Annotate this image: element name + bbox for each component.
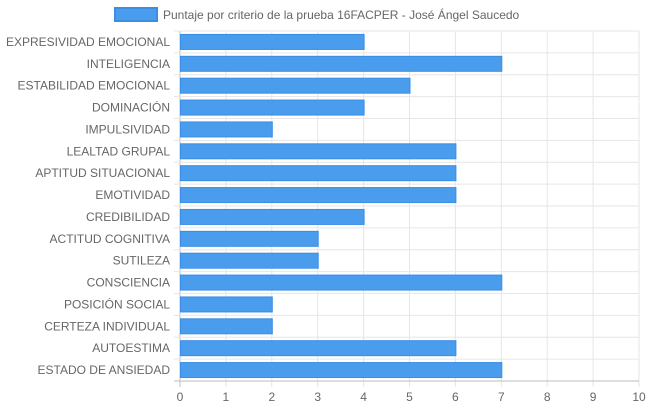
- category-label: APTITUD SITUACIONAL: [35, 166, 170, 180]
- bar[interactable]: [180, 362, 503, 379]
- category-label: SUTILEZA: [113, 254, 170, 268]
- bar[interactable]: [180, 143, 457, 160]
- x-tick-label: 7: [498, 390, 505, 404]
- category-label: CREDIBILIDAD: [86, 210, 170, 224]
- bars: [180, 33, 503, 379]
- category-label: AUTOESTIMA: [92, 341, 170, 355]
- bar[interactable]: [180, 252, 319, 269]
- category-label: CERTEZA INDIVIDUAL: [44, 319, 170, 333]
- x-axis-tick-labels: 0 1 2 3 4 5 6 7 8 9 10: [177, 390, 646, 404]
- category-label: IMPULSIVIDAD: [85, 122, 170, 136]
- category-label: EMOTIVIDAD: [95, 188, 170, 202]
- category-label: CONSCIENCIA: [87, 276, 170, 290]
- category-label: EXPRESIVIDAD EMOCIONAL: [6, 35, 170, 49]
- bar[interactable]: [180, 77, 411, 94]
- x-tick-label: 10: [632, 390, 646, 404]
- bar[interactable]: [180, 33, 365, 50]
- x-tick-label: 6: [452, 390, 459, 404]
- legend-swatch: [114, 7, 158, 22]
- bar[interactable]: [180, 340, 457, 357]
- bar[interactable]: [180, 187, 457, 204]
- bar[interactable]: [180, 165, 457, 182]
- x-tick-label: 2: [268, 390, 275, 404]
- category-label: LEALTAD GRUPAL: [67, 144, 171, 158]
- category-label: DOMINACIÓN: [92, 100, 170, 115]
- bar[interactable]: [180, 55, 503, 72]
- bar[interactable]: [180, 99, 365, 116]
- category-label: POSICIÓN SOCIAL: [64, 296, 170, 311]
- category-labels: EXPRESIVIDAD EMOCIONAL INTELIGENCIA ESTABI…: [6, 35, 170, 377]
- x-tick-label: 9: [590, 390, 597, 404]
- x-tick-label: 8: [544, 390, 551, 404]
- chart-legend[interactable]: Puntaje por criterio de la prueba 16FACP…: [114, 7, 520, 22]
- category-label: INTELIGENCIA: [87, 57, 170, 71]
- bar[interactable]: [180, 318, 273, 335]
- x-tick-label: 3: [314, 390, 321, 404]
- bar[interactable]: [180, 274, 503, 291]
- bar[interactable]: [180, 296, 273, 313]
- category-label: ESTABILIDAD EMOCIONAL: [18, 79, 171, 93]
- bar[interactable]: [180, 121, 273, 138]
- category-label: ESTADO DE ANSIEDAD: [38, 363, 171, 377]
- legend-label: Puntaje por criterio de la prueba 16FACP…: [163, 7, 520, 22]
- bar[interactable]: [180, 230, 319, 247]
- x-tick-label: 1: [223, 390, 230, 404]
- bar[interactable]: [180, 208, 365, 225]
- x-tick-label: 5: [406, 390, 413, 404]
- category-label: ACTITUD COGNITIVA: [50, 232, 170, 246]
- x-tick-label: 0: [177, 390, 184, 404]
- x-tick-label: 4: [360, 390, 367, 404]
